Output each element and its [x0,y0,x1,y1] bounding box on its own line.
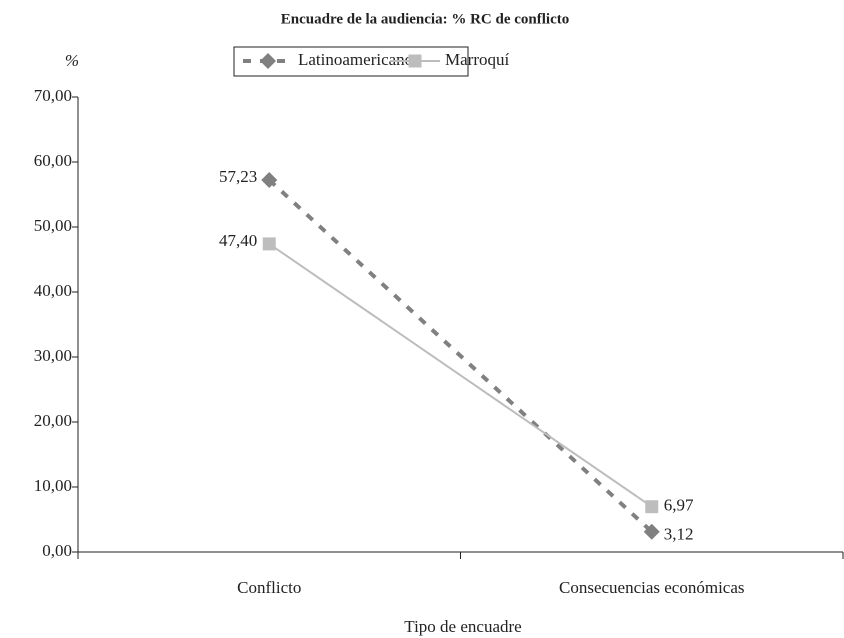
y-tick-label: 30,00 [34,346,72,365]
data-point [645,500,659,514]
chart-title: Encuadre de la audiencia: % RC de confli… [281,11,569,27]
y-axis-label: % [65,51,79,70]
data-label: 47,40 [219,231,257,250]
series-line [268,243,653,508]
data-label: 6,97 [664,496,694,515]
x-tick-label: Consecuencias económicas [559,578,745,597]
y-tick-label: 70,00 [34,86,72,105]
y-tick-label: 40,00 [34,281,72,300]
data-point [643,523,660,540]
x-tick-label: Conflicto [237,578,301,597]
legend-marker [408,54,422,68]
data-point [262,237,276,251]
legend-marker [260,53,276,69]
data-point [261,172,278,189]
y-tick-label: 60,00 [34,151,72,170]
legend-label: Marroquí [445,50,509,69]
y-tick-label: 10,00 [34,476,72,495]
y-tick-label: 0,00 [42,541,72,560]
series-line [267,178,654,534]
y-tick-label: 20,00 [34,411,72,430]
x-axis-label: Tipo de encuadre [404,617,521,636]
legend-label: Latinoamericano [298,50,413,69]
data-label: 57,23 [219,167,257,186]
data-label: 3,12 [664,525,694,544]
y-tick-label: 50,00 [34,216,72,235]
